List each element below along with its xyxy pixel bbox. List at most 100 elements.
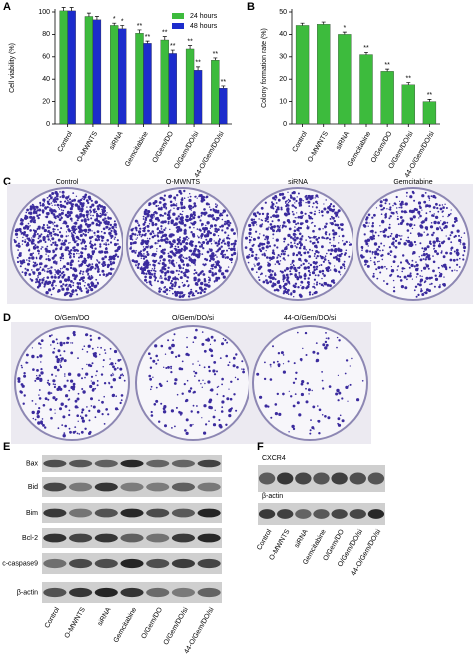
colony: [60, 209, 63, 211]
colonies: [148, 328, 246, 435]
colony: [137, 230, 142, 234]
colony: [41, 203, 45, 207]
colony: [225, 423, 228, 426]
colony: [206, 221, 210, 225]
colony: [280, 351, 284, 355]
colony: [320, 255, 324, 260]
significance-mark: **: [221, 79, 227, 86]
colony: [55, 192, 59, 196]
colony: [250, 254, 254, 257]
colony: [154, 217, 158, 221]
colony: [378, 245, 381, 248]
colony: [302, 262, 305, 266]
colony: [83, 242, 86, 245]
colony: [324, 340, 328, 344]
colony: [173, 196, 177, 200]
colony: [41, 278, 45, 282]
colony: [38, 374, 41, 377]
colony: [60, 285, 63, 288]
colony: [264, 238, 266, 241]
colony: [54, 248, 58, 251]
colony: [206, 250, 210, 254]
colony: [190, 207, 193, 210]
colony: [24, 271, 28, 275]
colony: [300, 211, 304, 215]
colony: [173, 204, 177, 207]
colony: [174, 222, 178, 226]
colony: [214, 261, 217, 263]
colony: [297, 226, 301, 230]
colony: [155, 204, 158, 208]
lane-label: 44-O/Gem/DO/si: [183, 606, 215, 655]
colony: [178, 291, 183, 295]
colony: [438, 204, 441, 207]
colony: [276, 280, 281, 284]
colony: [175, 203, 178, 205]
colony: [266, 241, 270, 245]
colony: [420, 288, 423, 290]
colony: [68, 242, 70, 244]
colony: [55, 338, 58, 341]
colony: [401, 219, 405, 223]
colony: [282, 257, 285, 260]
colony: [201, 222, 204, 226]
colony: [90, 217, 93, 220]
colony: [88, 409, 91, 412]
panel-label: C: [3, 176, 11, 188]
colony: [338, 260, 341, 263]
colony: [134, 219, 138, 223]
colony: [58, 208, 61, 210]
colony: [142, 218, 145, 220]
colony: [223, 210, 226, 213]
colony: [18, 227, 22, 232]
colony: [345, 249, 348, 252]
colony: [452, 258, 456, 262]
colony: [212, 217, 216, 221]
colony: [162, 410, 167, 414]
band: [94, 459, 118, 468]
colony: [227, 266, 230, 268]
colony: [268, 256, 272, 260]
colony: [88, 263, 91, 267]
colony: [142, 257, 146, 260]
colony: [49, 240, 52, 242]
colony: [292, 427, 296, 431]
colony: [278, 229, 281, 233]
colony: [344, 372, 347, 375]
error-bar: [170, 49, 175, 54]
colony: [351, 357, 353, 360]
colony: [193, 221, 197, 225]
colony: [320, 210, 324, 214]
colony: [336, 336, 339, 339]
colony: [287, 233, 291, 238]
colony: [141, 233, 144, 237]
colony: [140, 257, 142, 259]
colony: [344, 252, 347, 255]
colony: [52, 288, 54, 291]
colonies: [17, 330, 126, 438]
colony: [460, 241, 462, 244]
colony: [159, 213, 163, 217]
colony: [396, 275, 400, 278]
colony: [167, 275, 171, 279]
colony: [329, 252, 333, 256]
colony: [408, 266, 411, 269]
colony: [325, 343, 329, 347]
colonies: [244, 191, 353, 298]
blot-strip: [42, 477, 222, 497]
colony: [307, 388, 311, 392]
colony: [298, 267, 301, 269]
colony: [212, 369, 216, 373]
colony: [203, 212, 206, 216]
colony: [52, 223, 54, 225]
colony: [282, 354, 285, 356]
colony: [95, 218, 99, 222]
colony: [51, 192, 55, 195]
colony: [194, 375, 196, 377]
colony: [185, 215, 189, 219]
panel-label: B: [247, 1, 255, 13]
colony: [170, 409, 174, 413]
colony: [427, 257, 431, 261]
colony: [439, 272, 443, 276]
colony: [443, 276, 445, 278]
